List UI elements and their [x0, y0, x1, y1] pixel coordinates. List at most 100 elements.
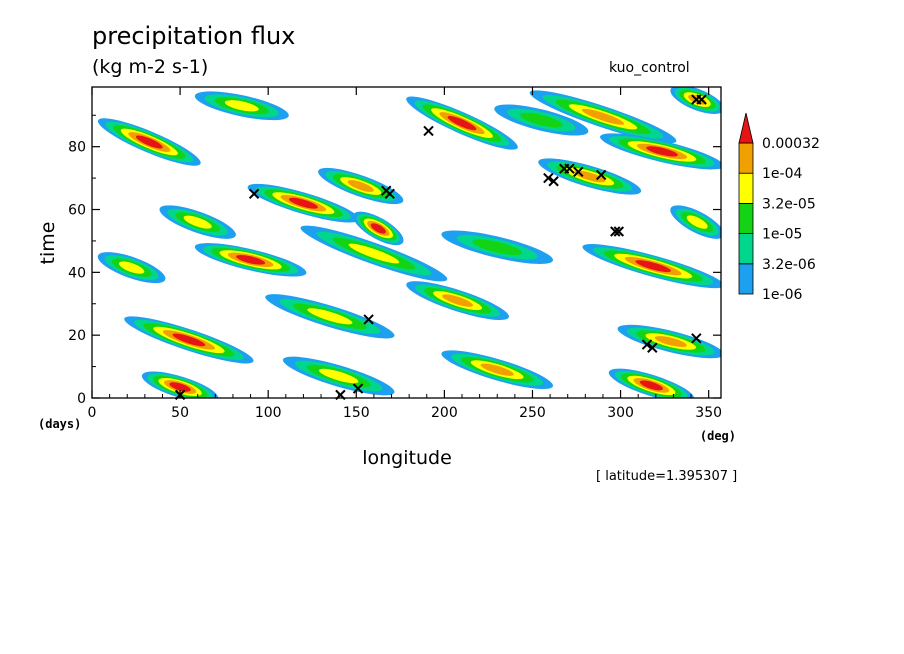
contour-band	[635, 260, 671, 273]
contour-band	[646, 146, 678, 157]
contour-band	[135, 135, 163, 149]
colorbar-swatch	[738, 172, 754, 204]
x-tick-label: 200	[431, 405, 458, 421]
precip-feature	[494, 104, 589, 136]
x-tick-label: 150	[343, 405, 370, 421]
contour-band	[447, 115, 477, 131]
storm-marker	[610, 226, 621, 237]
colorbar-level-label: 1e-05	[762, 227, 802, 243]
precip-feature	[670, 205, 721, 239]
precip-feature	[124, 316, 254, 364]
contour-band	[520, 112, 563, 128]
contour-band	[442, 294, 474, 307]
contour-band	[169, 382, 191, 392]
contour-band	[236, 254, 266, 265]
storm-marker	[352, 383, 364, 394]
contour-band	[370, 223, 386, 234]
contour-band	[307, 308, 353, 325]
precip-feature	[608, 368, 695, 398]
colorbar-level-label: 0.00032	[762, 136, 820, 152]
storm-marker	[543, 172, 554, 184]
x-tick-label: 0	[88, 405, 97, 421]
storm-marker	[363, 314, 374, 325]
storm-marker	[548, 176, 559, 187]
precip-feature	[97, 118, 201, 166]
colorbar: 1e-06 3.2e-06 1e-05 3.2e-05 1e-04 0.00032	[738, 112, 820, 303]
storm-marker	[613, 226, 625, 237]
contour-band	[686, 215, 708, 229]
contour-band	[348, 243, 400, 264]
precip-feature	[617, 324, 721, 359]
precip-feature	[282, 356, 395, 396]
storm-marker	[696, 94, 707, 105]
colorbar-extend-arrow	[738, 112, 754, 144]
contour-band	[288, 197, 318, 209]
contour-band	[639, 380, 663, 391]
contour-band	[172, 333, 206, 347]
storm-marker	[573, 166, 584, 178]
precip-feature	[97, 252, 166, 284]
plot-frame	[91, 86, 722, 399]
x-tick-label: 100	[255, 405, 282, 421]
y-tick-label: 20	[68, 328, 86, 344]
colorbar-level-label: 3.2e-06	[762, 257, 816, 273]
precip-feature	[247, 183, 360, 223]
precip-feature	[582, 244, 721, 289]
storm-marker	[384, 188, 395, 200]
precip-feature	[300, 225, 448, 282]
storm-marker	[641, 339, 653, 350]
x-axis-unit: (deg)	[700, 429, 736, 443]
precip-feature	[529, 90, 677, 144]
x-axis: 0 50 100 150 200 250 300 350	[88, 87, 722, 421]
storm-marker	[423, 125, 434, 137]
precip-feature	[441, 230, 553, 264]
colorbar-swatch	[738, 142, 754, 174]
precip-feature	[406, 96, 518, 150]
contour-layer	[97, 87, 721, 398]
contour-band	[472, 239, 522, 255]
storm-marker	[248, 188, 260, 200]
precip-feature	[406, 281, 509, 321]
y-tick-label: 40	[68, 265, 86, 281]
chart-title: precipitation flux	[92, 22, 296, 50]
y-axis-label: time	[37, 222, 59, 265]
colorbar-level-label: 1e-06	[762, 287, 802, 303]
chart-units: (kg m-2 s-1)	[92, 56, 209, 78]
precip-feature	[353, 211, 404, 246]
colorbar-swatch	[738, 202, 754, 234]
precip-feature	[194, 91, 289, 121]
x-tick-label: 350	[695, 405, 722, 421]
colorbar-level-label: 1e-04	[762, 166, 802, 182]
precip-feature	[194, 243, 307, 277]
storm-marker	[647, 342, 658, 353]
colorbar-level-label: 3.2e-05	[762, 196, 816, 212]
precip-feature	[141, 371, 219, 398]
colorbar-swatch	[738, 233, 754, 265]
contour-band	[480, 363, 514, 376]
contour-band	[224, 100, 259, 112]
storm-marker	[564, 163, 575, 174]
run-label: kuo_control	[609, 60, 690, 76]
latitude-footnote: [ latitude=1.395307 ]	[596, 469, 738, 484]
precip-feature	[600, 133, 721, 170]
contour-band	[183, 215, 212, 229]
precip-feature	[159, 205, 236, 239]
y-tick-label: 60	[68, 203, 86, 219]
storm-marker	[595, 169, 607, 181]
y-tick-label: 0	[77, 391, 86, 407]
x-tick-label: 50	[171, 405, 189, 421]
precip-feature	[441, 350, 553, 390]
contour-band	[581, 108, 625, 125]
y-axis-unit: (days)	[38, 417, 81, 431]
storm-marker	[691, 333, 702, 344]
x-tick-label: 250	[519, 405, 546, 421]
x-tick-label: 300	[607, 405, 634, 421]
contour-band	[118, 261, 145, 274]
y-axis: 0 20 40 60 80	[68, 114, 721, 407]
colorbar-swatch	[738, 263, 754, 295]
contour-band	[654, 336, 687, 347]
contour-band	[347, 180, 374, 192]
precip-feature	[265, 294, 395, 339]
x-axis-label: longitude	[362, 447, 452, 469]
